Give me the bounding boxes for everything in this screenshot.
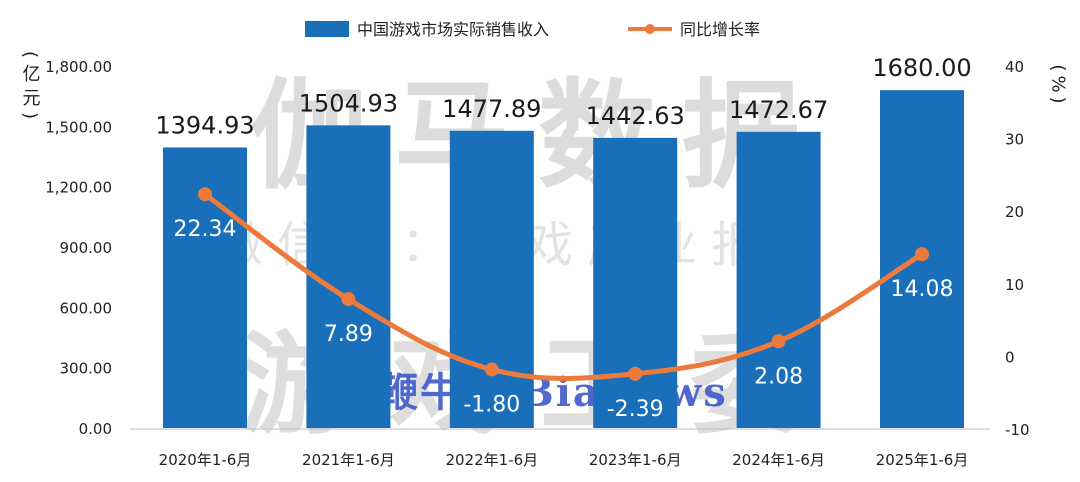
- growth-value-label: 7.89: [324, 322, 373, 347]
- bar: [593, 137, 678, 428]
- growth-marker: [628, 366, 643, 381]
- y2-tick-label: 40: [1005, 58, 1024, 76]
- legend-line-label: 同比增长率: [680, 20, 760, 39]
- bar-value-label: 1680.00: [872, 54, 971, 82]
- growth-value-label: 2.08: [754, 364, 803, 389]
- bar-value-label: 1442.63: [586, 102, 685, 130]
- bar: [306, 125, 391, 428]
- y-tick-label: 900.00: [60, 239, 113, 257]
- y2-tick-label: 20: [1005, 203, 1024, 221]
- bar-value-label: 1394.93: [155, 111, 254, 139]
- y-tick-label: 1,800.00: [45, 58, 112, 76]
- x-tick-label: 2020年1-6月: [159, 451, 252, 469]
- growth-marker: [771, 334, 786, 349]
- bar: [449, 130, 534, 428]
- y2-tick-label: -10: [1005, 421, 1030, 439]
- legend-bar-swatch: [305, 21, 349, 37]
- growth-value-label: -2.39: [607, 397, 664, 422]
- y-axis-title: (亿元): [20, 51, 41, 125]
- growth-marker: [484, 362, 499, 377]
- y2-tick-label: 0: [1005, 348, 1015, 366]
- x-tick-label: 2021年1-6月: [302, 451, 395, 469]
- growth-line: [203, 192, 924, 382]
- growth-marker: [198, 187, 212, 202]
- x-tick-label: 2025年1-6月: [876, 451, 969, 469]
- x-tick-label: 2023年1-6月: [589, 451, 682, 469]
- bar-value-label: 1477.89: [442, 95, 541, 123]
- x-tick-label: 2024年1-6月: [732, 451, 825, 469]
- bar-value-label: 1504.93: [299, 89, 398, 117]
- bar-value-label: 1472.67: [729, 96, 828, 124]
- growth-value-label: -1.80: [463, 392, 520, 417]
- y-tick-label: 600.00: [60, 299, 113, 317]
- y-tick-label: 300.00: [60, 360, 113, 378]
- growth-value-label: 14.08: [891, 277, 954, 302]
- y-tick-label: 1,200.00: [45, 179, 112, 197]
- bar: [736, 131, 821, 428]
- y2-tick-label: 10: [1005, 276, 1024, 294]
- y2-tick-label: 30: [1005, 131, 1024, 149]
- growth-marker: [915, 247, 929, 262]
- y2-axis-title: (%): [1048, 64, 1069, 107]
- y-tick-label: 1,500.00: [45, 118, 112, 136]
- x-tick-label: 2022年1-6月: [445, 451, 538, 469]
- y-tick-label: 0.00: [79, 420, 112, 438]
- legend-line-marker: [645, 24, 655, 34]
- legend-bar-label: 中国游戏市场实际销售收入: [357, 20, 549, 39]
- growth-marker: [341, 292, 356, 307]
- growth-value-label: 22.34: [174, 217, 237, 242]
